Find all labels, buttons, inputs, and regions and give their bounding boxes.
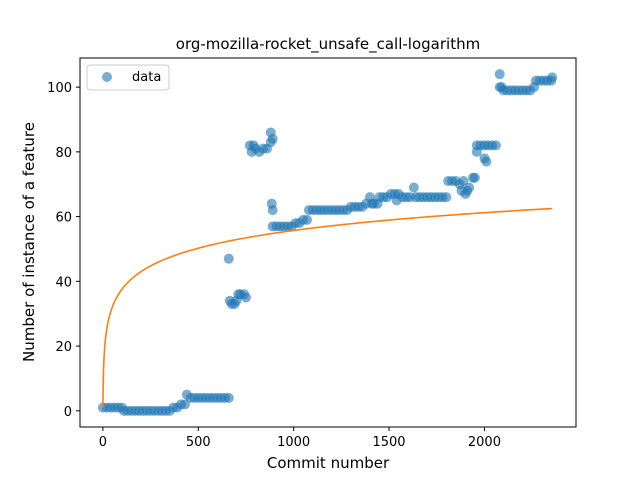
y-tick-label: 20 (55, 340, 72, 355)
legend-marker-data (102, 72, 112, 82)
data-point (469, 172, 480, 183)
data-point (223, 392, 234, 403)
plot-frame (79, 57, 577, 428)
data-point (494, 69, 505, 80)
plot-area (97, 69, 558, 416)
x-tick-label: 500 (186, 435, 211, 450)
data-point (179, 399, 190, 410)
chart-title: org-mozilla-rocket_unsafe_call-logarithm (176, 35, 480, 54)
y-tick-label: 100 (47, 81, 72, 96)
data-point (481, 156, 492, 167)
data-point (490, 140, 501, 151)
data-point (267, 133, 278, 144)
x-tick-label: 1000 (277, 435, 310, 450)
data-point (464, 182, 475, 193)
x-axis-label: Commit number (267, 454, 390, 472)
x-tick-label: 1500 (372, 435, 405, 450)
data-point (223, 253, 234, 264)
legend-box (86, 64, 170, 91)
fit-line (102, 207, 553, 408)
data-point (240, 292, 251, 303)
data-point (267, 205, 278, 216)
y-axis-label: Number of instance of a feature (20, 122, 38, 362)
x-tick-label: 2000 (468, 435, 501, 450)
y-tick-label: 0 (64, 405, 72, 420)
legend: data (86, 64, 170, 91)
data-point (408, 182, 419, 193)
y-tick-label: 60 (55, 211, 72, 226)
x-axis: 0 500 1000 1500 2000 (99, 427, 501, 450)
y-axis: 0 20 40 60 80 100 (47, 81, 80, 420)
legend-label-data: data (132, 70, 161, 85)
y-tick-label: 40 (55, 275, 72, 290)
data-point (547, 72, 558, 83)
data-point (458, 176, 469, 186)
y-tick-label: 80 (55, 146, 72, 161)
data-point (441, 192, 452, 203)
data-point (302, 214, 313, 225)
x-tick-label: 0 (99, 435, 107, 450)
